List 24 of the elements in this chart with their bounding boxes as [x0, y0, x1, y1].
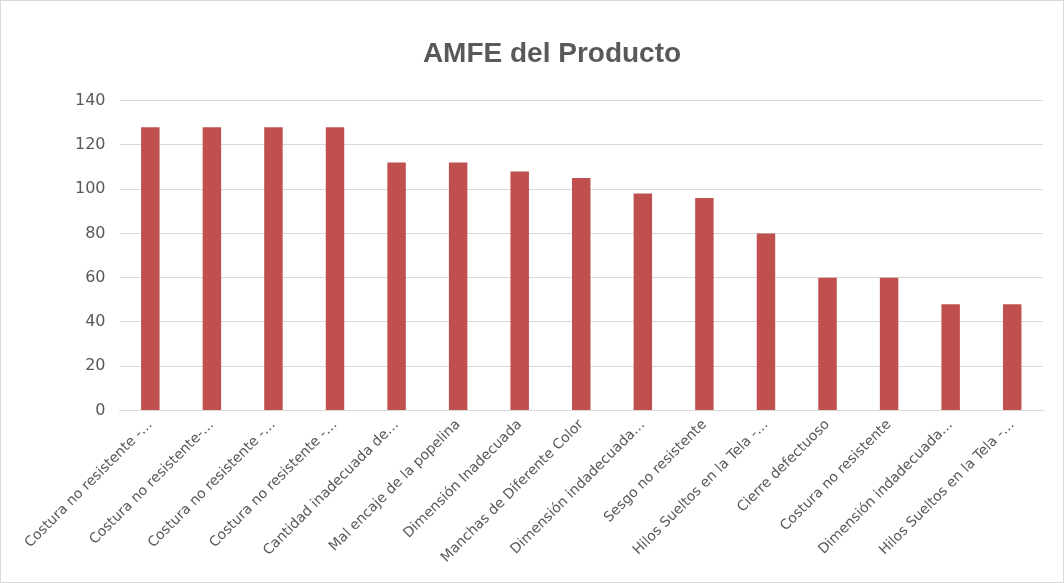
bar: [818, 277, 837, 410]
bar: [941, 304, 960, 410]
y-tick-label: 20: [85, 355, 106, 375]
y-tick-label: 40: [85, 311, 106, 331]
bar: [141, 127, 160, 410]
y-tick-label: 0: [95, 399, 106, 419]
bar: [756, 233, 776, 410]
bar: [264, 127, 283, 410]
bar: [202, 127, 222, 410]
bar: [448, 162, 468, 410]
bar: [572, 178, 591, 410]
y-tick-label: 120: [74, 134, 106, 154]
bar: [1002, 304, 1022, 410]
bar: [510, 171, 529, 410]
y-tick-label: 80: [85, 222, 106, 242]
y-tick-label: 60: [85, 266, 106, 286]
chart-title: AMFE del Producto: [422, 36, 682, 68]
bar: [633, 193, 653, 410]
y-tick-label: 140: [74, 89, 106, 109]
bar: [325, 127, 345, 410]
y-tick-label: 100: [74, 178, 106, 198]
bar: [695, 198, 714, 410]
bar: [879, 277, 899, 410]
bar: [387, 162, 406, 410]
